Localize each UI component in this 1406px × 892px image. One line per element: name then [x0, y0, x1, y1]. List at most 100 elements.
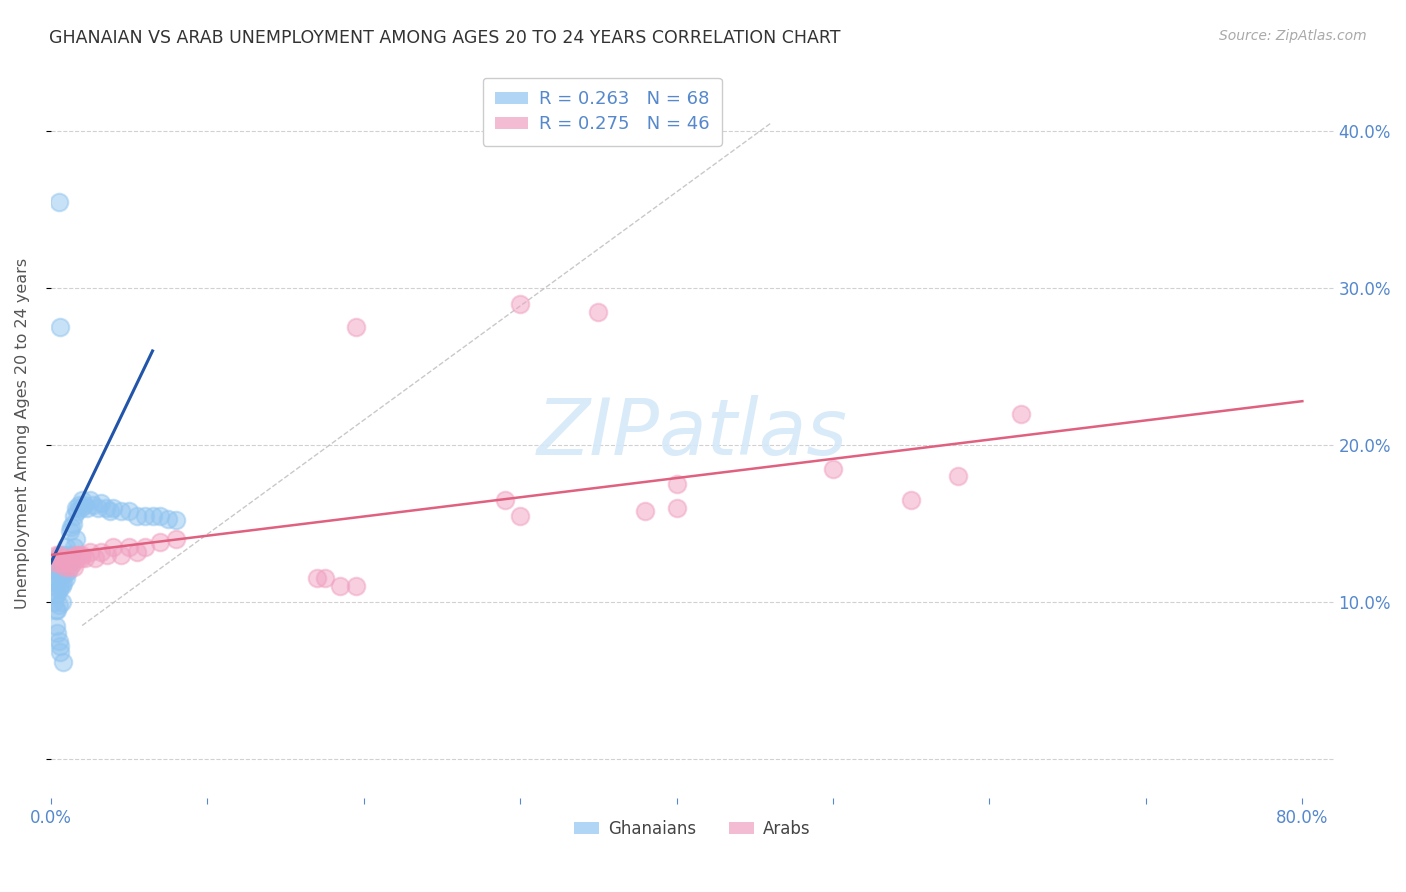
Point — [165, 533, 187, 547]
Point — [90, 545, 112, 559]
Point — [67, 498, 90, 512]
Point — [46, 603, 69, 617]
Point — [94, 500, 117, 515]
Point — [59, 524, 82, 539]
Point — [66, 551, 89, 566]
Point — [55, 556, 77, 570]
Point — [90, 496, 112, 510]
Point — [44, 587, 66, 601]
Point — [821, 461, 844, 475]
Point — [52, 560, 75, 574]
Point — [96, 548, 118, 562]
Point — [42, 564, 65, 578]
Point — [63, 540, 86, 554]
Point — [63, 508, 86, 523]
Point — [165, 513, 187, 527]
Point — [62, 516, 84, 531]
Point — [51, 551, 73, 566]
Point — [62, 556, 84, 570]
Point — [141, 508, 163, 523]
Point — [67, 548, 90, 562]
Point — [70, 548, 93, 562]
Point — [946, 469, 969, 483]
Point — [70, 493, 93, 508]
Point — [149, 535, 172, 549]
Point — [134, 540, 156, 554]
Point — [42, 595, 65, 609]
Point — [82, 498, 104, 512]
Point — [46, 564, 69, 578]
Point — [60, 551, 83, 566]
Point — [51, 566, 73, 581]
Point — [49, 556, 72, 570]
Point — [66, 504, 89, 518]
Point — [344, 320, 367, 334]
Point — [314, 572, 336, 586]
Point — [87, 500, 110, 515]
Point — [103, 540, 125, 554]
Point — [1010, 407, 1032, 421]
Point — [56, 564, 79, 578]
Point — [52, 655, 75, 669]
Point — [79, 493, 101, 508]
Point — [79, 545, 101, 559]
Point — [49, 564, 72, 578]
Point — [69, 500, 91, 515]
Point — [134, 508, 156, 523]
Point — [48, 548, 70, 562]
Point — [344, 579, 367, 593]
Text: Source: ZipAtlas.com: Source: ZipAtlas.com — [1219, 29, 1367, 43]
Point — [44, 572, 66, 586]
Point — [56, 548, 79, 562]
Point — [48, 572, 70, 586]
Point — [53, 566, 76, 581]
Point — [73, 498, 96, 512]
Point — [60, 548, 83, 562]
Point — [51, 579, 73, 593]
Point — [75, 551, 97, 566]
Point — [53, 551, 76, 566]
Point — [46, 626, 69, 640]
Point — [634, 504, 657, 518]
Point — [329, 579, 352, 593]
Point — [665, 500, 688, 515]
Point — [55, 551, 77, 566]
Point — [46, 587, 69, 601]
Point — [51, 556, 73, 570]
Point — [63, 560, 86, 574]
Point — [125, 508, 148, 523]
Point — [48, 556, 70, 570]
Point — [98, 504, 121, 518]
Point — [44, 548, 66, 562]
Point — [588, 304, 610, 318]
Point — [509, 297, 531, 311]
Point — [56, 556, 79, 570]
Point — [157, 512, 180, 526]
Point — [48, 194, 70, 209]
Text: ZIPatlas: ZIPatlas — [537, 395, 848, 471]
Point — [52, 556, 75, 570]
Point — [83, 551, 105, 566]
Point — [48, 598, 70, 612]
Point — [305, 572, 328, 586]
Point — [59, 556, 82, 570]
Point — [60, 519, 83, 533]
Point — [48, 634, 70, 648]
Point — [52, 576, 75, 591]
Point — [49, 645, 72, 659]
Point — [103, 500, 125, 515]
Point — [49, 548, 72, 562]
Point — [44, 618, 66, 632]
Y-axis label: Unemployment Among Ages 20 to 24 years: Unemployment Among Ages 20 to 24 years — [15, 258, 30, 609]
Point — [125, 545, 148, 559]
Point — [44, 603, 66, 617]
Point — [665, 477, 688, 491]
Text: GHANAIAN VS ARAB UNEMPLOYMENT AMONG AGES 20 TO 24 YEARS CORRELATION CHART: GHANAIAN VS ARAB UNEMPLOYMENT AMONG AGES… — [49, 29, 841, 46]
Point — [48, 582, 70, 597]
Point — [494, 493, 516, 508]
Point — [118, 504, 141, 518]
Legend: Ghanaians, Arabs: Ghanaians, Arabs — [568, 814, 817, 845]
Point — [110, 504, 132, 518]
Point — [55, 572, 77, 586]
Point — [69, 551, 91, 566]
